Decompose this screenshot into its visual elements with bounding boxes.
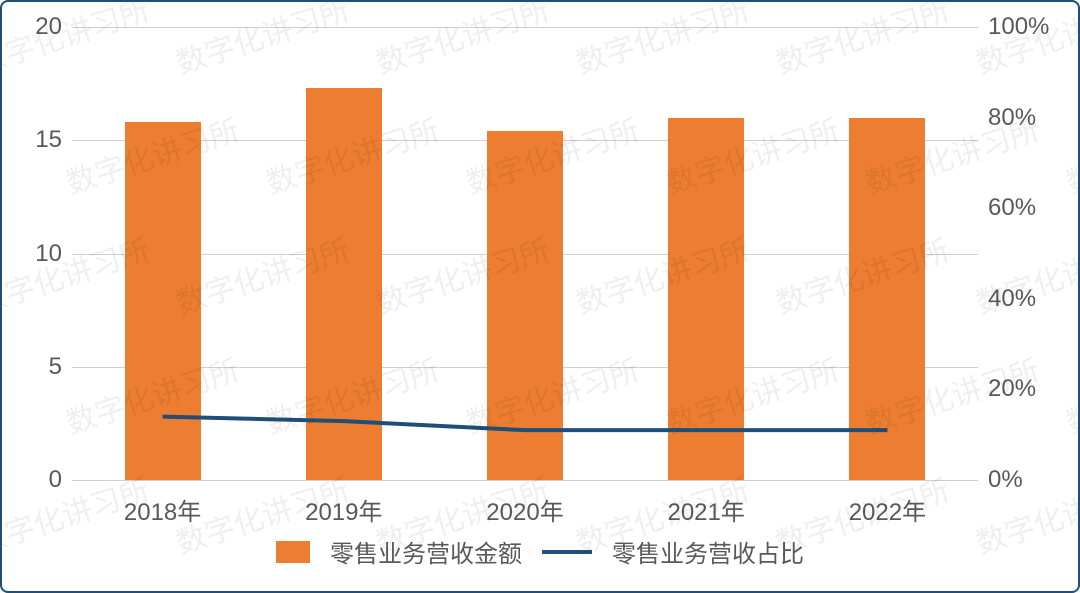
legend-swatch-line	[542, 550, 592, 554]
y-left-tick: 0	[17, 466, 62, 494]
plot-area: 051015200%20%40%60%80%100%2018年2019年2020…	[72, 27, 978, 481]
x-tick-label: 2020年	[445, 492, 605, 527]
y-right-tick: 40%	[988, 285, 1068, 313]
y-right-tick: 100%	[988, 13, 1068, 41]
legend-label-bar: 零售业务营收金额	[330, 534, 522, 569]
grid-line	[72, 27, 978, 28]
bar	[668, 118, 744, 480]
y-right-tick: 0%	[988, 466, 1068, 494]
legend-label-line: 零售业务营收占比	[612, 534, 804, 569]
bar	[487, 131, 563, 480]
bar	[125, 122, 201, 480]
x-tick-label: 2022年	[807, 492, 967, 527]
y-right-tick: 20%	[988, 375, 1068, 403]
legend-swatch-bar	[276, 541, 310, 563]
y-left-tick: 5	[17, 353, 62, 381]
x-tick-label: 2021年	[626, 492, 786, 527]
x-tick-label: 2018年	[83, 492, 243, 527]
chart-frame: 0 5 10 15 20 0% 20% 40% 60% 80% 100% 2018年 2019年 2020…	[0, 0, 1080, 593]
y-right-tick: 80%	[988, 104, 1068, 132]
x-tick-label: 2019年	[264, 492, 424, 527]
legend: 零售业务营收金额 零售业务营收占比	[2, 534, 1078, 569]
y-left-tick: 20	[17, 13, 62, 41]
y-left-tick: 10	[17, 240, 62, 268]
bar	[306, 88, 382, 480]
y-left-tick: 15	[17, 126, 62, 154]
y-right-tick: 60%	[988, 194, 1068, 222]
bar	[849, 118, 925, 480]
